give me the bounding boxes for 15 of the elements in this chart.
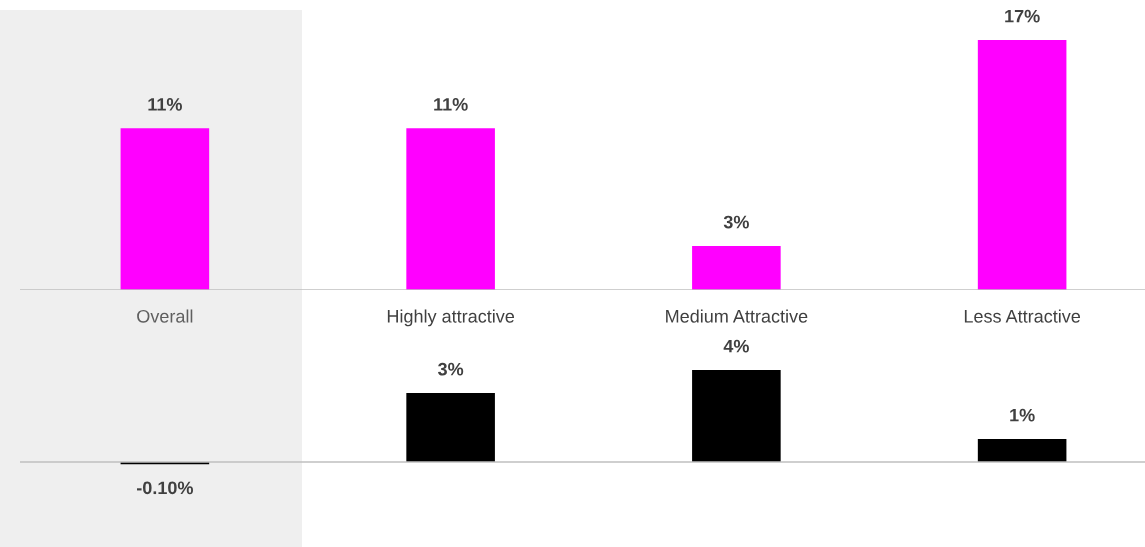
data-label: 4% xyxy=(723,339,749,353)
data-label: 17% xyxy=(1005,9,1040,23)
data-label: 1% xyxy=(1010,408,1035,422)
x-tick-label: Medium Attractive xyxy=(666,309,808,323)
bar xyxy=(977,439,1067,462)
data-label: 3% xyxy=(723,215,749,229)
bar xyxy=(692,370,781,462)
x-tick-label: Less Attractive xyxy=(964,309,1081,323)
x-tick-label: Highly attractive xyxy=(387,309,515,327)
data-label: 11% xyxy=(148,98,182,111)
x-tick-label: Overall xyxy=(137,309,193,323)
data-label: -0.10% xyxy=(136,481,194,495)
data-label: 11% xyxy=(434,98,468,111)
data-label: 3% xyxy=(437,362,464,376)
bar xyxy=(406,393,495,462)
